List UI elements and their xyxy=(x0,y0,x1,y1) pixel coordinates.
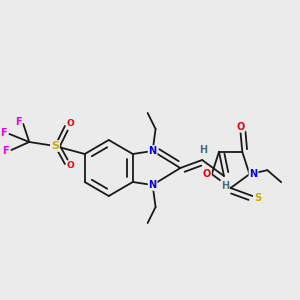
Text: N: N xyxy=(148,146,157,156)
Text: F: F xyxy=(2,146,9,156)
Text: N: N xyxy=(249,169,257,179)
Text: H: H xyxy=(221,181,229,191)
Text: O: O xyxy=(67,119,75,128)
Text: N: N xyxy=(148,180,157,190)
Text: S: S xyxy=(51,141,59,151)
Text: S: S xyxy=(254,193,261,203)
Text: O: O xyxy=(236,122,244,132)
Text: O: O xyxy=(67,161,75,170)
Text: F: F xyxy=(0,128,7,138)
Text: F: F xyxy=(15,117,22,127)
Text: H: H xyxy=(199,145,207,155)
Text: O: O xyxy=(203,169,211,179)
